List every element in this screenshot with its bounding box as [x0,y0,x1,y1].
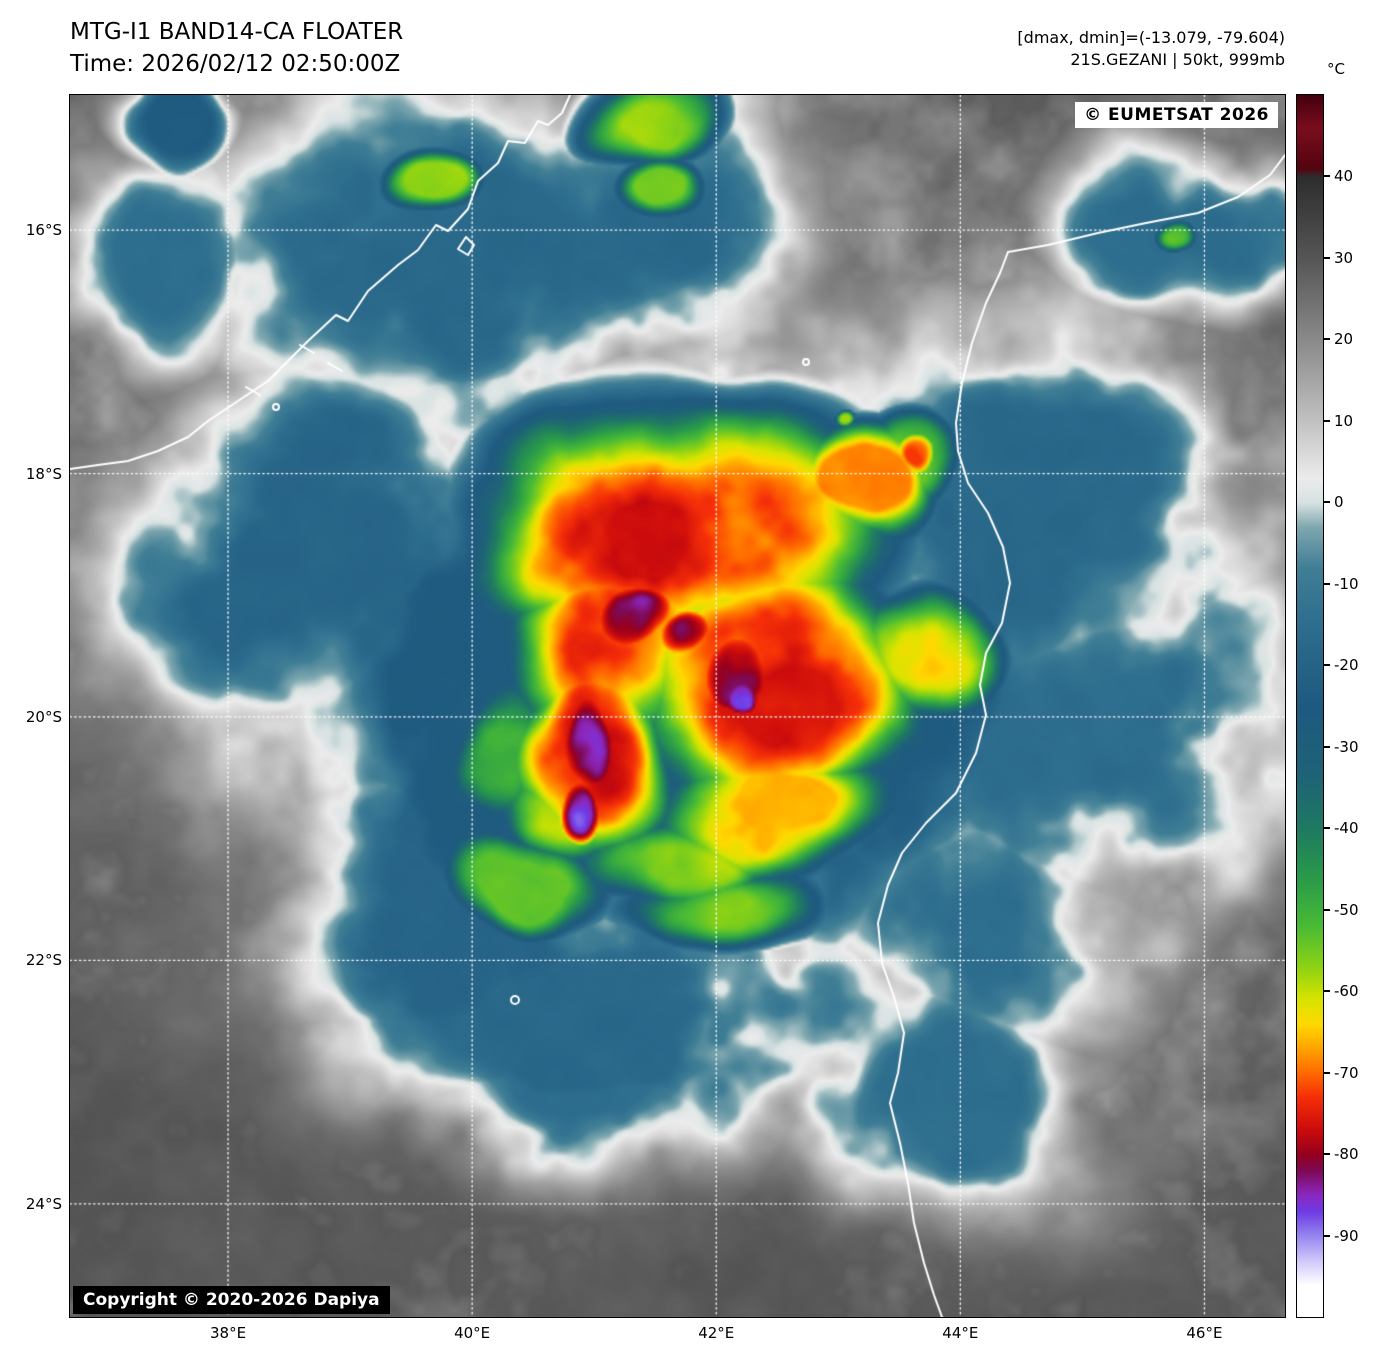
colorbar-tick-mark [1324,1153,1330,1156]
header-left: MTG-I1 BAND14-CA FLOATER Time: 2026/02/1… [70,16,403,80]
lat-tick-label: 24°S [25,1194,62,1213]
colorbar-tick-mark [1324,664,1330,667]
colorbar-tick-label: 30 [1334,248,1354,267]
colorbar-tick-label: 10 [1334,411,1354,430]
colorbar-tick-label: 0 [1334,493,1344,512]
colorbar-tick-label: -50 [1334,900,1359,919]
colorbar-tick-mark [1324,338,1330,341]
colorbar-tick-mark [1324,582,1330,585]
colorbar-tick-mark [1324,990,1330,993]
satellite-imagery-canvas [70,95,1285,1317]
lat-tick-label: 22°S [25,951,62,970]
colorbar-tick-label: -70 [1334,1063,1359,1082]
colorbar-tick-mark [1324,908,1330,911]
satellite-map: © EUMETSAT 2026 Copyright © 2020-2026 Da… [69,94,1286,1318]
colorbar-tick-mark [1324,1234,1330,1237]
colorbar-gradient-canvas [1297,95,1323,1317]
colorbar-unit-label: °C [1327,60,1345,78]
colorbar-tick-label: -60 [1334,982,1359,1001]
lat-tick-label: 20°S [25,707,62,726]
colorbar-tick-label: -10 [1334,574,1359,593]
colorbar-tick-label: -80 [1334,1145,1359,1164]
lon-tick-label: 42°E [698,1324,735,1342]
lon-tick-label: 38°E [210,1324,247,1342]
colorbar-tick-mark [1324,175,1330,178]
copyright-watermark: Copyright © 2020-2026 Dapiya [73,1286,390,1314]
colorbar-tick-mark [1324,827,1330,830]
lat-tick-label: 16°S [25,221,62,240]
lon-tick-label: 46°E [1186,1324,1223,1342]
colorbar-tick-label: -20 [1334,656,1359,675]
storm-readout: 21S.GEZANI | 50kt, 999mb [1070,50,1285,69]
colorbar-tick-label: -90 [1334,1226,1359,1245]
eumetsat-watermark: © EUMETSAT 2026 [1075,102,1278,128]
timestamp: Time: 2026/02/12 02:50:00Z [70,51,401,77]
temperature-colorbar [1296,94,1324,1318]
colorbar-tick-mark [1324,501,1330,504]
product-title: MTG-I1 BAND14-CA FLOATER [70,19,404,45]
colorbar-tick-mark [1324,1071,1330,1074]
colorbar-tick-mark [1324,745,1330,748]
lon-tick-label: 44°E [942,1324,979,1342]
dmax-dmin-readout: [dmax, dmin]=(-13.079, -79.604) [1017,28,1285,47]
header-right: [dmax, dmin]=(-13.079, -79.604) 21S.GEZA… [1017,27,1285,71]
colorbar-tick-label: -40 [1334,819,1359,838]
lon-tick-label: 40°E [454,1324,491,1342]
colorbar-tick-mark [1324,256,1330,259]
colorbar-tick-mark [1324,419,1330,422]
colorbar-tick-label: 40 [1334,167,1354,186]
colorbar-tick-label: 20 [1334,330,1354,349]
lat-tick-label: 18°S [25,464,62,483]
colorbar-tick-label: -30 [1334,737,1359,756]
